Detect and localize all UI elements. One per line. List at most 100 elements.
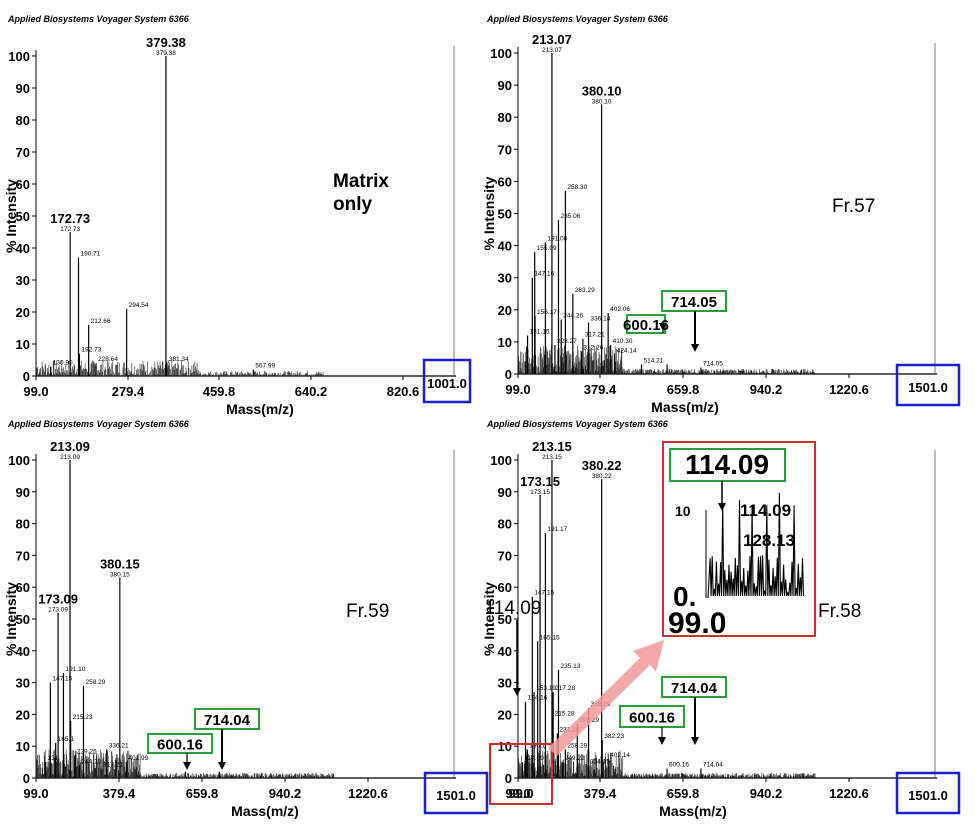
peak-label: 402.06 bbox=[610, 306, 630, 313]
y-tick-label: 40 bbox=[498, 644, 512, 659]
x-tick-label: 1220.6 bbox=[829, 382, 869, 397]
peak-label: 165.15 bbox=[540, 634, 560, 641]
x-tick-label: 659.8 bbox=[667, 786, 700, 801]
x-tick-label: 940.2 bbox=[750, 786, 783, 801]
sample-label: Fr.57 bbox=[832, 196, 875, 217]
boxed-peak-box bbox=[147, 733, 213, 754]
y-tick-label: 30 bbox=[498, 676, 512, 691]
sample-label: Matrix bbox=[333, 171, 389, 192]
peak-label: 514.21 bbox=[643, 357, 663, 364]
y-tick-label: 100 bbox=[8, 453, 30, 468]
x-tick-label: 379.4 bbox=[584, 786, 617, 801]
peak-label: 244.25 bbox=[81, 758, 101, 765]
y-tick-label: 40 bbox=[16, 241, 30, 256]
peak-label: 212.66 bbox=[91, 318, 111, 325]
y-tick-label: 0 bbox=[23, 369, 30, 384]
boxed-peak-box bbox=[194, 708, 260, 730]
inset-xmin-label: 99.0 bbox=[668, 607, 726, 640]
y-tick-label: 60 bbox=[16, 580, 30, 595]
y-tick-label: 60 bbox=[498, 580, 512, 595]
peak-label: 147.16 bbox=[534, 271, 554, 278]
x-tick-label: 99.0 bbox=[23, 384, 48, 399]
spectrum-panel-4: Applied Biosystems Voyager System 6366 0 1… bbox=[481, 419, 961, 819]
x-tick-label: 1220.6 bbox=[348, 786, 388, 801]
instrument-header: Applied Biosystems Voyager System 6366 bbox=[486, 419, 669, 429]
inset-boxed-peak bbox=[669, 448, 786, 482]
x-axis-label: Mass(m/z) bbox=[651, 399, 719, 415]
peak-label: 317.21 bbox=[585, 332, 605, 339]
spectrum-panel-2: Applied Biosystems Voyager System 6366 0 1… bbox=[481, 14, 961, 415]
peak-label: 213.09 bbox=[60, 454, 80, 461]
inset-peak-label: 114.09 bbox=[740, 501, 791, 520]
y-tick-label: 10 bbox=[498, 739, 512, 754]
peak-top-label: 172.73 bbox=[50, 211, 90, 226]
boxed-peak-label: 714.04 bbox=[204, 712, 251, 729]
boxed-peak-arrow-head bbox=[183, 762, 191, 770]
peak-label: 401.99 bbox=[128, 755, 148, 762]
peak-label: 155.09 bbox=[537, 245, 557, 252]
y-tick-label: 10 bbox=[16, 337, 30, 352]
peak-label: 258.30 bbox=[567, 184, 587, 191]
peak-label: 294.54 bbox=[129, 302, 149, 309]
instrument-header: Applied Biosystems Voyager System 6366 bbox=[7, 14, 190, 24]
y-tick-label: 20 bbox=[16, 707, 30, 722]
peak-label: 380.15 bbox=[110, 572, 130, 579]
boxed-peak-arrow-head bbox=[218, 762, 226, 770]
peak-label: 213.07 bbox=[542, 47, 562, 54]
peak-label: 229.25 bbox=[77, 749, 97, 756]
peak-label: 402.14 bbox=[610, 752, 630, 759]
peak-label: 235.06 bbox=[560, 213, 580, 220]
y-tick-label: 50 bbox=[16, 612, 30, 627]
y-axis-label: % Intensity bbox=[481, 176, 497, 250]
x-axis-label: Mass(m/z) bbox=[226, 401, 294, 417]
instrument-header: Applied Biosystems Voyager System 6366 bbox=[7, 419, 190, 429]
peak-label: 173.15 bbox=[530, 489, 550, 496]
y-tick-label: 50 bbox=[16, 209, 30, 224]
sample-label: only bbox=[333, 194, 372, 215]
x-tick-label: 99.0 bbox=[505, 786, 530, 801]
x-tick-label: 659.8 bbox=[667, 382, 700, 397]
y-tick-label: 70 bbox=[16, 145, 30, 160]
peak-label: 191.10 bbox=[65, 666, 85, 673]
x-max-box bbox=[422, 358, 472, 404]
peak-label: 600.16 bbox=[669, 761, 689, 768]
left-arrow-head bbox=[513, 688, 521, 696]
peak-top-label: 173.15 bbox=[520, 474, 560, 489]
peak-label: 165.1 bbox=[58, 736, 75, 743]
x-tick-label: 820.6 bbox=[387, 384, 420, 399]
peak-label: 258.29 bbox=[85, 679, 105, 686]
peak-top-label: 213.07 bbox=[532, 32, 572, 47]
y-tick-label: 50 bbox=[498, 612, 512, 627]
sample-label: Fr.59 bbox=[346, 601, 389, 622]
y-tick-label: 100 bbox=[8, 49, 30, 64]
y-tick-label: 60 bbox=[16, 177, 30, 192]
y-tick-label: 50 bbox=[498, 207, 512, 222]
y-tick-label: 30 bbox=[16, 273, 30, 288]
y-tick-label: 90 bbox=[16, 81, 30, 96]
x-max-box bbox=[895, 363, 961, 407]
peak-label: 567.99 bbox=[255, 363, 275, 370]
boxed-peak-label: 600.16 bbox=[629, 710, 675, 727]
x-tick-label: 640.2 bbox=[295, 384, 328, 399]
x-tick-label: 940.2 bbox=[750, 382, 783, 397]
peak-label: 381.34 bbox=[169, 356, 189, 363]
y-tick-label: 30 bbox=[16, 676, 30, 691]
x-max-label: 1501.0 bbox=[908, 788, 948, 803]
peak-top-label: 173.09 bbox=[38, 592, 78, 607]
boxed-peak-arrow-head bbox=[658, 737, 666, 745]
peak-label: 379.38 bbox=[156, 50, 176, 57]
inset-boxed-label: 114.09 bbox=[685, 449, 769, 480]
peak-label: 172.73 bbox=[60, 226, 80, 233]
y-tick-label: 30 bbox=[498, 271, 512, 286]
zoom-source-box bbox=[489, 743, 553, 805]
peak-label: 424.14 bbox=[617, 348, 637, 355]
y-tick-label: 80 bbox=[498, 517, 512, 532]
sample-label: Fr.58 bbox=[818, 601, 861, 622]
peak-label: 235.13 bbox=[560, 663, 580, 670]
peak-label: 147.15 bbox=[52, 676, 72, 683]
inset-ymin-label: 0. bbox=[673, 581, 696, 612]
y-axis-label: % Intensity bbox=[481, 582, 497, 656]
y-tick-label: 70 bbox=[498, 142, 512, 157]
instrument-header: Applied Biosystems Voyager System 6366 bbox=[486, 14, 669, 24]
peak-label: 380.10 bbox=[592, 98, 612, 105]
